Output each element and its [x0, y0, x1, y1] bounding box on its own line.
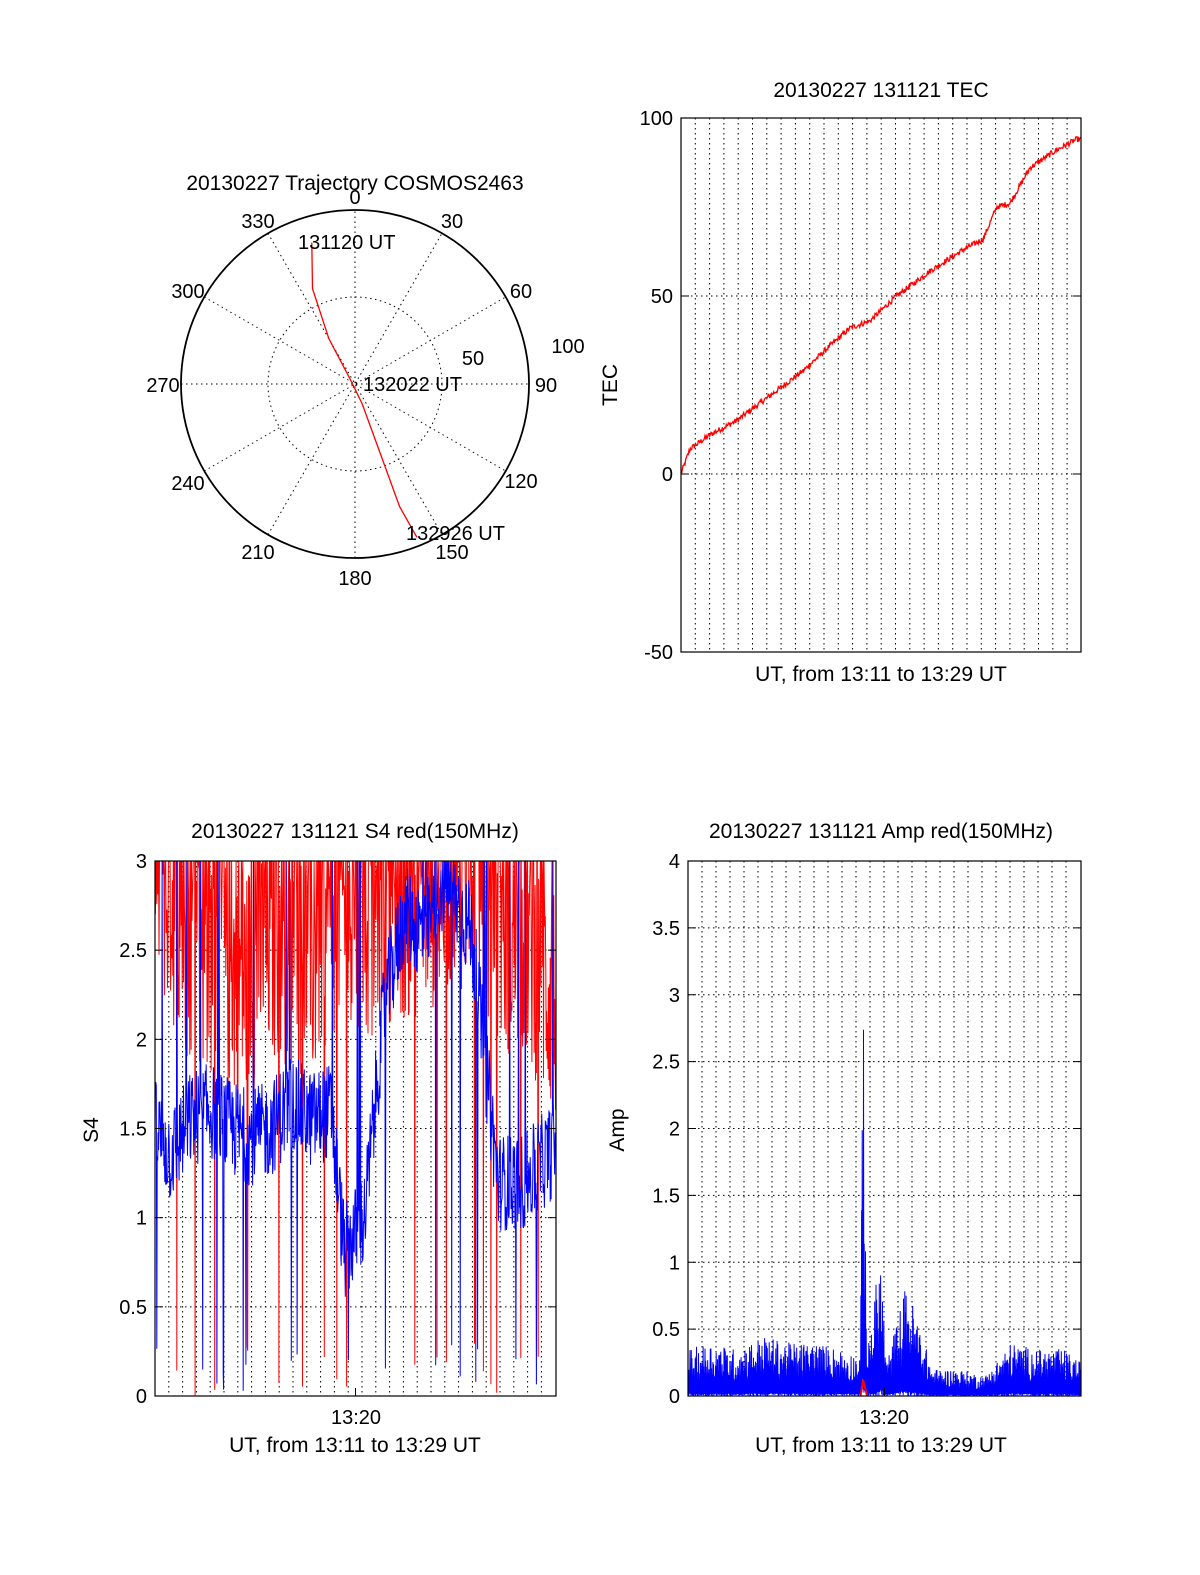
polar-spoke-150: [267, 233, 443, 535]
amp-red-series: [859, 1379, 869, 1397]
s4-y-label: S4: [80, 1117, 103, 1143]
amp-title: 20130227 131121 Amp red(150MHz): [709, 820, 1053, 843]
azimuth-label-90: 90: [535, 375, 557, 397]
azimuth-label-0: 0: [349, 187, 360, 209]
amp-y-tick-label: 3: [669, 985, 680, 1007]
amp-y-axis: 0 0.5 1 1.5 2 2.5 3 3.5 4: [652, 851, 1081, 1408]
tec-y-axis: -50 0 50 100: [640, 108, 1081, 664]
s4-title: 20130227 131121 S4 red(150MHz): [191, 820, 519, 843]
tec-y-tick-label: 0: [662, 464, 673, 486]
azimuth-label-270: 270: [146, 375, 179, 397]
amp-panel: 20130227 131121 Amp red(150MHz) 0 0.5 1 1.5…: [606, 820, 1082, 1457]
s4-y-tick-label: 3: [136, 851, 147, 873]
s4-y-tick-label: 2: [136, 1029, 147, 1051]
trajectory-end-label: 132926 UT: [406, 523, 505, 545]
tec-x-label: UT, from 13:11 to 13:29 UT: [755, 663, 1007, 686]
polar-title: 20130227 Trajectory COSMOS2463: [186, 172, 523, 195]
tec-y-tick-label: -50: [644, 642, 673, 664]
amp-y-label: Amp: [606, 1108, 629, 1151]
amp-y-tick-label: 0: [669, 1386, 680, 1408]
amp-plot-frame: [687, 860, 1082, 1397]
azimuth-label-60: 60: [510, 281, 532, 303]
amp-y-tick-label: 1: [669, 1252, 680, 1274]
ring-label-50: 50: [462, 348, 484, 370]
azimuth-label-150: 150: [435, 542, 468, 564]
s4-y-tick-label: 1.5: [119, 1119, 147, 1141]
azimuth-label-120: 120: [504, 471, 537, 493]
s4-y-axis: 0 0.5 1 1.5 2 2.5 3: [119, 851, 556, 1408]
polar-spoke-60: [204, 296, 506, 472]
polar-panel: 20130227 Trajectory COSMOS2463 0 30 60 9…: [146, 172, 584, 590]
amp-x-label: UT, from 13:11 to 13:29 UT: [755, 1434, 1007, 1457]
polar-spoke-30: [267, 233, 443, 535]
amp-blue-line: [687, 1029, 1082, 1397]
polar-inner-ring: [267, 296, 443, 472]
tec-grid: [681, 118, 1081, 652]
tec-y-tick-label: 100: [640, 108, 673, 130]
amp-y-tick-label: 2.5: [652, 1052, 680, 1074]
polar-grid: [181, 210, 529, 558]
s4-panel: 20130227 131121 S4 red(150MHz) 0 0.5 1 1.5 2…: [80, 820, 557, 1457]
azimuth-label-180: 180: [338, 568, 371, 590]
tec-panel: 20130227 131121 TEC -50 0 50 100 TEC UT, fr…: [599, 79, 1082, 686]
s4-y-tick-label: 2.5: [119, 940, 147, 962]
amp-red-line: [859, 1379, 869, 1397]
tec-series-line: [680, 136, 1082, 475]
tec-title: 20130227 131121 TEC: [773, 79, 988, 102]
amp-y-tick-label: 4: [669, 851, 680, 873]
satellite-trajectory: [311, 242, 418, 538]
amp-blue-series: [687, 1029, 1082, 1397]
amp-y-tick-label: 1.5: [652, 1185, 680, 1207]
ring-label-100: 100: [551, 336, 584, 358]
s4-y-tick-label: 1: [136, 1208, 147, 1230]
azimuth-label-300: 300: [171, 281, 204, 303]
azimuth-label-210: 210: [241, 542, 274, 564]
tec-plot-frame: [680, 117, 1082, 653]
amp-y-tick-label: 3.5: [652, 918, 680, 940]
s4-blue-line: [154, 860, 557, 1391]
s4-x-tick-label: 13:20: [331, 1407, 381, 1429]
s4-blue-series: [154, 860, 557, 1391]
s4-y-tick-label: 0.5: [119, 1297, 147, 1319]
trajectory-mid-label: 132022 UT: [363, 374, 462, 396]
polar-spoke-120: [204, 296, 506, 472]
tec-y-tick-label: 50: [651, 286, 673, 308]
s4-plot-frame: [154, 860, 557, 1397]
amp-grid: [688, 861, 1081, 1396]
azimuth-label-330: 330: [241, 211, 274, 233]
amp-x-tick-label: 13:20: [859, 1407, 909, 1429]
s4-x-label: UT, from 13:11 to 13:29 UT: [229, 1434, 481, 1457]
polar-outer-ring: [180, 209, 530, 559]
azimuth-label-30: 30: [441, 211, 463, 233]
s4-y-tick-label: 0: [136, 1386, 147, 1408]
tec-y-label: TEC: [599, 364, 622, 406]
amp-y-tick-label: 0.5: [652, 1319, 680, 1341]
trajectory-start-label: 131120 UT: [298, 232, 395, 254]
azimuth-label-240: 240: [171, 473, 204, 495]
amp-y-tick-label: 2: [669, 1119, 680, 1141]
